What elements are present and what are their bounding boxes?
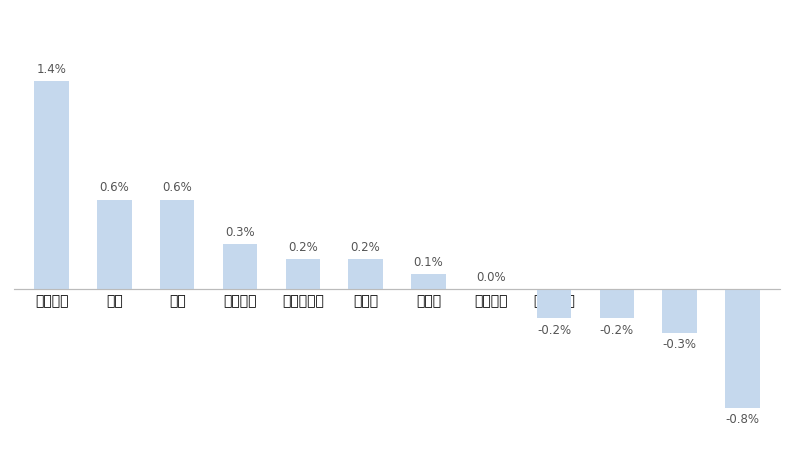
Bar — [662, 289, 697, 333]
Bar — [411, 274, 445, 289]
Text: 0.1%: 0.1% — [414, 256, 443, 269]
Text: -0.2%: -0.2% — [599, 323, 634, 336]
Text: 1.4%: 1.4% — [37, 62, 67, 75]
Bar — [537, 289, 572, 318]
Bar — [97, 199, 132, 289]
Bar — [599, 289, 634, 318]
Text: -0.2%: -0.2% — [537, 323, 571, 336]
Bar — [34, 81, 69, 289]
Bar — [725, 289, 760, 408]
Text: 0.6%: 0.6% — [99, 181, 129, 194]
Bar — [349, 259, 383, 289]
Bar — [160, 199, 195, 289]
Text: -0.3%: -0.3% — [663, 338, 696, 351]
Text: -0.8%: -0.8% — [726, 413, 759, 426]
Text: 0.0%: 0.0% — [476, 270, 506, 283]
Text: 0.3%: 0.3% — [225, 226, 255, 239]
Bar — [286, 259, 320, 289]
Text: 0.2%: 0.2% — [351, 241, 380, 254]
Text: 0.2%: 0.2% — [288, 241, 318, 254]
Text: 0.6%: 0.6% — [162, 181, 192, 194]
Bar — [222, 244, 257, 289]
